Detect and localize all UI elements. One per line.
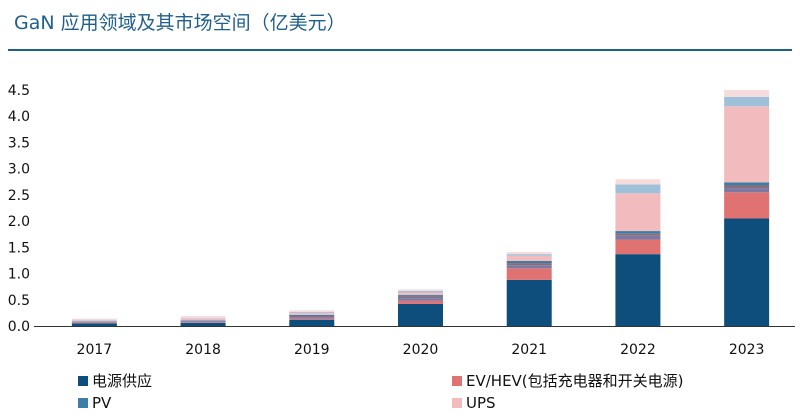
bar-segment [289,314,335,317]
bar-segment [506,279,552,326]
x-tick-label: 2019 [294,342,330,358]
bar-segment [180,322,226,326]
bar-segment [506,254,552,256]
y-tick-label: 2.0 [8,214,30,230]
bar-segment [180,318,226,321]
bar-segment [724,188,770,193]
bar-segment [180,318,226,319]
x-tick-label: 2021 [511,342,547,358]
bar-segment [615,239,661,255]
bar-segment [724,192,770,219]
bar-segment [71,323,117,326]
bar-segment [289,317,335,319]
bar-segment [289,318,335,320]
y-tick-label: 3.0 [8,162,30,178]
legend-label-power-supply: 电源供应 [92,372,153,390]
bar-segment [180,320,226,322]
bar-segment [724,218,770,326]
bar-segment [724,182,770,186]
bar-segment [289,312,335,315]
legend-item-power-supply: 电源供应 [78,370,152,391]
x-tick-label: 2020 [403,342,439,358]
bar-segment [615,231,661,234]
x-tick-label: 2023 [729,342,765,358]
legend-swatch-ev-hev [452,375,462,386]
x-tick-label: 2017 [77,342,113,358]
x-tick-label: 2018 [185,342,221,358]
bar-segment [398,296,443,299]
bar-segment [398,298,443,301]
bar-segment [398,295,443,297]
legend-swatch-pv [78,398,88,408]
y-tick-label: 2.5 [8,188,30,204]
legend-label-pv: PV [92,394,112,412]
y-tick-label: 1.5 [8,240,30,256]
legend-swatch-ups [452,398,462,408]
bar-segment [398,290,443,293]
bar-segment [724,185,770,189]
x-tick-label: 2022 [620,342,656,358]
y-tick-label: 4.5 [8,83,30,99]
bar-segment [180,322,226,323]
bar-segment [71,319,117,321]
legend-item-ups: UPS [452,394,496,412]
bar-segment [724,90,770,97]
chart-title: GaN 应用领域及其市场空间（亿美元） [14,12,346,34]
bar-segment [71,321,117,322]
bar-segment [289,316,335,318]
bar-segment [506,252,552,255]
bar-segment [615,193,661,232]
bar-segment [615,254,661,326]
bar-segment [506,263,552,266]
bar-segment [289,311,335,313]
bar-segment [615,233,661,236]
bar-segment [506,260,552,264]
bar-segment [398,292,443,296]
y-tick-label: 3.5 [8,135,30,151]
legend-label-ups: UPS [466,394,496,412]
bar-segment [506,268,552,280]
bar-segment [398,303,443,326]
bar-segment [71,320,117,322]
bar-segment [71,318,117,320]
y-tick-label: 0.5 [8,293,30,309]
legend-item-pv: PV [78,394,111,412]
chart-legend: 电源供应 EV/HEV(包括充电器和开关电源) PV UPS [0,364,800,417]
bar-segment [180,320,226,321]
bar-segment [724,96,770,107]
bar-segment [724,106,770,183]
y-tick-label: 1.0 [8,267,30,283]
legend-item-ev-hev: EV/HEV(包括充电器和开关电源) [452,370,684,391]
bar-segment [506,255,552,261]
bar-segment [398,300,443,304]
y-tick-label: 0.0 [8,319,30,335]
bar-segment [289,310,335,312]
bar-segment [506,265,552,269]
bar-segment [71,322,117,324]
bar-segment [71,322,117,323]
bar-segment [289,319,335,326]
bar-segment [180,316,226,319]
title-divider [8,49,792,51]
bar-segment [615,184,661,194]
bar-segment [615,179,661,185]
bar-segment [398,289,443,291]
bar-segment [71,321,117,323]
y-tick-label: 4.0 [8,109,30,125]
legend-swatch-power-supply [78,375,88,386]
legend-label-ev-hev: EV/HEV(包括充电器和开关电源) [466,372,684,390]
bar-segment [615,235,661,240]
bar-segment [180,321,226,323]
